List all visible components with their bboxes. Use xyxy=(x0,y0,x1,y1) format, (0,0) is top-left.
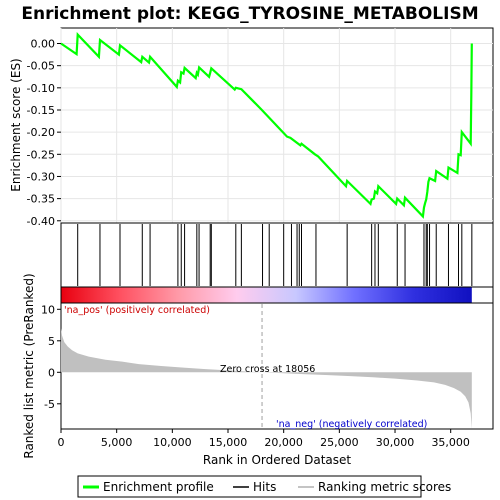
legend: Enrichment profile Hits Ranking metric s… xyxy=(77,475,451,498)
legend-hits-label: Hits xyxy=(253,480,276,494)
es-y-ticks: 0.00 -0.05 -0.10 -0.15 -0.20 -0.25 -0.30 -0.35 -… xyxy=(27,38,61,228)
chart-title: Enrichment plot: KEGG_TYROSINE_METABOLIS… xyxy=(21,4,478,24)
x-axis-ticks: 0 5,000 10,000 15,000 20,000 25,000 30,000 35,0… xyxy=(58,429,470,449)
negative-correlation-label: 'na_neg' (negatively correlated) xyxy=(276,419,427,430)
metric-y-tick-label: 5 xyxy=(48,335,55,348)
x-tick-label: 5,000 xyxy=(101,436,133,449)
x-tick-label: 35,000 xyxy=(431,436,470,449)
x-tick-label: 25,000 xyxy=(320,436,359,449)
positive-correlation-label: 'na_pos' (positively correlated) xyxy=(64,305,210,316)
zero-cross-label: Zero cross at 18056 xyxy=(220,364,315,375)
es-y-tick-label: -0.05 xyxy=(27,60,55,73)
es-y-tick-label: -0.25 xyxy=(27,148,55,161)
x-tick-label: 10,000 xyxy=(153,436,192,449)
x-tick-label: 20,000 xyxy=(264,436,303,449)
es-y-tick-label: -0.40 xyxy=(27,215,55,228)
enrichment-score-panel: 0.00 -0.05 -0.10 -0.15 -0.20 -0.25 -0.30 -0.35 -… xyxy=(9,27,494,228)
hit-lines xyxy=(77,224,473,286)
es-y-axis-title: Enrichment score (ES) xyxy=(9,58,23,191)
es-y-tick-label: -0.35 xyxy=(27,193,55,206)
hits-frame xyxy=(60,222,494,288)
legend-metric-label: Ranking metric scores xyxy=(318,480,451,494)
hits-panel xyxy=(60,222,494,288)
es-y-tick-label: -0.20 xyxy=(27,126,55,139)
x-tick-label: 0 xyxy=(58,436,65,449)
es-gridlines xyxy=(60,28,493,223)
legend-profile-label: Enrichment profile xyxy=(103,480,214,494)
metric-y-tick-label: 10 xyxy=(41,303,55,316)
metric-y-ticks: 10 5 0 -5 xyxy=(41,303,61,411)
metric-y-axis-title: Ranked list metric (PreRanked) xyxy=(22,273,36,458)
x-axis-title: Rank in Ordered Dataset xyxy=(203,453,351,467)
enrichment-profile-line xyxy=(60,32,473,219)
metric-y-tick-label: -5 xyxy=(44,398,55,411)
x-tick-label: 15,000 xyxy=(209,436,248,449)
x-tick-label: 30,000 xyxy=(376,436,415,449)
es-y-tick-label: 0.00 xyxy=(31,38,56,51)
es-y-tick-label: -0.10 xyxy=(27,82,55,95)
metric-y-tick-label: 0 xyxy=(48,366,55,379)
ranked-list-heatmap xyxy=(61,287,472,303)
legend-frame xyxy=(77,475,422,498)
es-y-tick-label: -0.30 xyxy=(27,170,55,183)
es-y-tick-label: -0.15 xyxy=(27,104,55,117)
